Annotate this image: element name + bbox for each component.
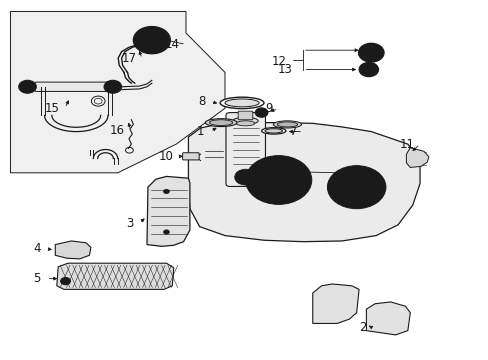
Circle shape xyxy=(255,108,267,117)
Polygon shape xyxy=(147,176,189,246)
Circle shape xyxy=(104,80,122,93)
FancyBboxPatch shape xyxy=(182,153,199,160)
Ellipse shape xyxy=(277,122,297,127)
Text: 13: 13 xyxy=(277,63,292,76)
Polygon shape xyxy=(312,284,358,323)
Text: 11: 11 xyxy=(398,138,413,150)
Ellipse shape xyxy=(224,99,259,107)
Text: 2: 2 xyxy=(358,321,366,334)
Circle shape xyxy=(366,49,375,56)
Polygon shape xyxy=(10,12,224,173)
Circle shape xyxy=(234,169,256,185)
Text: 6: 6 xyxy=(357,167,365,180)
Text: 8: 8 xyxy=(198,95,205,108)
Circle shape xyxy=(22,83,32,90)
Circle shape xyxy=(358,62,378,77)
Polygon shape xyxy=(366,302,409,335)
Ellipse shape xyxy=(220,97,264,109)
Text: 7: 7 xyxy=(289,125,297,138)
Text: 4: 4 xyxy=(33,242,41,255)
FancyBboxPatch shape xyxy=(225,113,265,186)
Circle shape xyxy=(258,110,264,115)
Text: 1: 1 xyxy=(197,125,204,138)
Text: 12: 12 xyxy=(271,55,286,68)
Circle shape xyxy=(141,32,162,48)
Text: 5: 5 xyxy=(33,272,41,285)
Circle shape xyxy=(108,83,118,90)
Circle shape xyxy=(358,43,383,62)
Ellipse shape xyxy=(209,120,232,126)
Text: 16: 16 xyxy=(110,124,125,137)
Ellipse shape xyxy=(236,121,254,126)
Ellipse shape xyxy=(273,121,301,128)
Circle shape xyxy=(133,27,170,54)
Text: 9: 9 xyxy=(264,103,272,116)
Polygon shape xyxy=(55,241,91,259)
Circle shape xyxy=(62,279,68,283)
Text: 15: 15 xyxy=(44,102,59,115)
Circle shape xyxy=(150,34,161,42)
Circle shape xyxy=(245,156,311,204)
Circle shape xyxy=(19,80,36,93)
Text: 10: 10 xyxy=(159,150,173,163)
Text: 17: 17 xyxy=(121,52,136,65)
Ellipse shape xyxy=(205,119,237,127)
FancyBboxPatch shape xyxy=(238,111,252,120)
Circle shape xyxy=(163,189,169,194)
FancyBboxPatch shape xyxy=(35,82,108,91)
Circle shape xyxy=(61,278,70,285)
Circle shape xyxy=(163,230,169,234)
Ellipse shape xyxy=(232,117,258,125)
Polygon shape xyxy=(406,148,428,167)
Ellipse shape xyxy=(264,129,282,133)
Polygon shape xyxy=(57,263,173,289)
Ellipse shape xyxy=(261,128,285,134)
Polygon shape xyxy=(188,123,419,242)
Circle shape xyxy=(327,166,385,209)
Text: 14: 14 xyxy=(165,38,180,51)
Text: 3: 3 xyxy=(126,216,133,230)
